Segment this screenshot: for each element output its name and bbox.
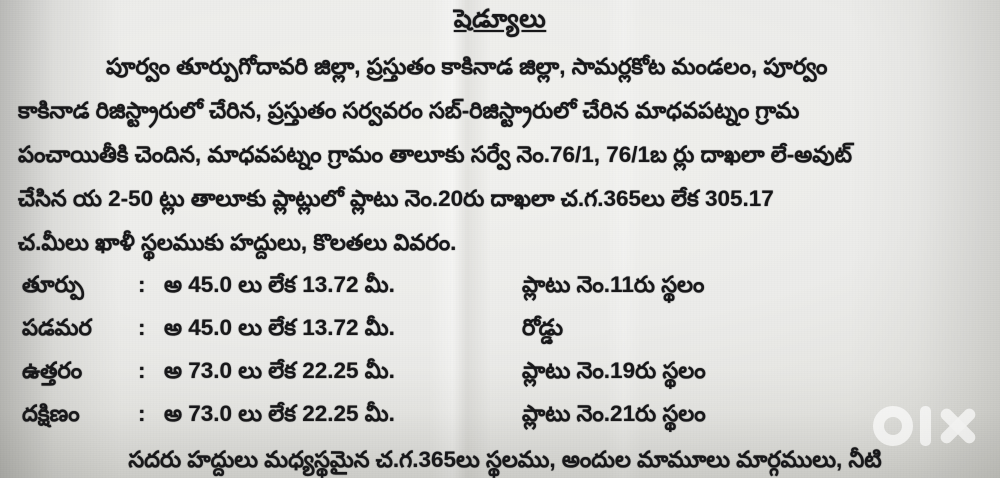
paragraph-line-4-text: చేసిన య 2-50 ట్లు తాలూకు ప్లాట్లులో ప్లా… [18, 186, 774, 211]
boundary-adjoining-east: ప్లాటు నెం.11రు స్థలం [522, 272, 705, 297]
boundary-measurement-south: అ 73.0 లు లేక 22.25 మీ. [164, 401, 395, 426]
boundary-separator-north: : [138, 358, 146, 383]
closing-line: సదరు హద్దులు మధ్యస్థమైన చ.గ.365లు స్థలము… [128, 447, 882, 472]
paragraph-line-1-text: పూర్వం తూర్పుగోదావరి జిల్లా, ప్రస్తుతం క… [106, 54, 828, 79]
boundary-measurement-east: అ 45.0 లు లేక 13.72 మీ. [164, 272, 395, 297]
boundary-direction-west: పడమర [22, 315, 92, 340]
paragraph-line-3-text: పంచాయితీకి చెందిన, మాధవపట్నం గ్రామం తాలూ… [18, 142, 853, 167]
boundary-separator-south: : [138, 401, 146, 426]
boundary-measurement-north: అ 73.0 లు లేక 22.25 మీ. [164, 358, 395, 383]
body-paragraph: పూర్వం తూర్పుగోదావరి జిల్లా, ప్రస్తుతం క… [18, 45, 986, 265]
boundary-direction-south: దక్షిణం [22, 401, 80, 426]
boundary-adjoining-north: ప్లాటు నెం.19రు స్థలం [522, 358, 706, 383]
paragraph-line-1: పూర్వం తూర్పుగోదావరి జిల్లా, ప్రస్తుతం క… [18, 45, 986, 89]
paragraph-line-2: కాకినాడ రిజిస్ట్రారులో చేరిన, ప్రస్తుతం … [18, 89, 986, 133]
boundary-separator-east: : [138, 272, 146, 297]
boundary-measurements-table: తూర్పు : అ 45.0 లు లేక 13.72 మీ. ప్లాటు … [22, 272, 978, 444]
boundary-separator-west: : [138, 315, 146, 340]
paragraph-line-4: చేసిన య 2-50 ట్లు తాలూకు ప్లాట్లులో ప్లా… [18, 177, 986, 221]
boundary-adjoining-west: రోడ్డు [522, 315, 564, 340]
boundary-direction-north: ఉత్తరం [22, 358, 83, 383]
boundary-direction-east: తూర్పు [22, 272, 84, 297]
table-row: తూర్పు : అ 45.0 లు లేక 13.72 మీ. ప్లాటు … [22, 272, 978, 315]
boundary-measurement-west: అ 45.0 లు లేక 13.72 మీ. [164, 315, 395, 340]
document-title: షెడ్యూలు [453, 5, 547, 33]
boundary-adjoining-south: ప్లాటు నెం.21రు స్థలం [522, 401, 706, 426]
paragraph-line-2-text: కాకినాడ రిజిస్ట్రారులో చేరిన, ప్రస్తుతం … [18, 98, 800, 123]
table-row: దక్షిణం : అ 73.0 లు లేక 22.25 మీ. ప్లాటు… [22, 401, 978, 444]
paragraph-line-3: పంచాయితీకి చెందిన, మాధవపట్నం గ్రామం తాలూ… [18, 133, 986, 177]
table-row: ఉత్తరం : అ 73.0 లు లేక 22.25 మీ. ప్లాటు … [22, 358, 978, 401]
table-row: పడమర : అ 45.0 లు లేక 13.72 మీ. రోడ్డు [22, 315, 978, 358]
paragraph-line-5: చ.మీలు ఖాళీ స్థలముకు హద్దులు, కొలతలు వివ… [18, 230, 457, 255]
